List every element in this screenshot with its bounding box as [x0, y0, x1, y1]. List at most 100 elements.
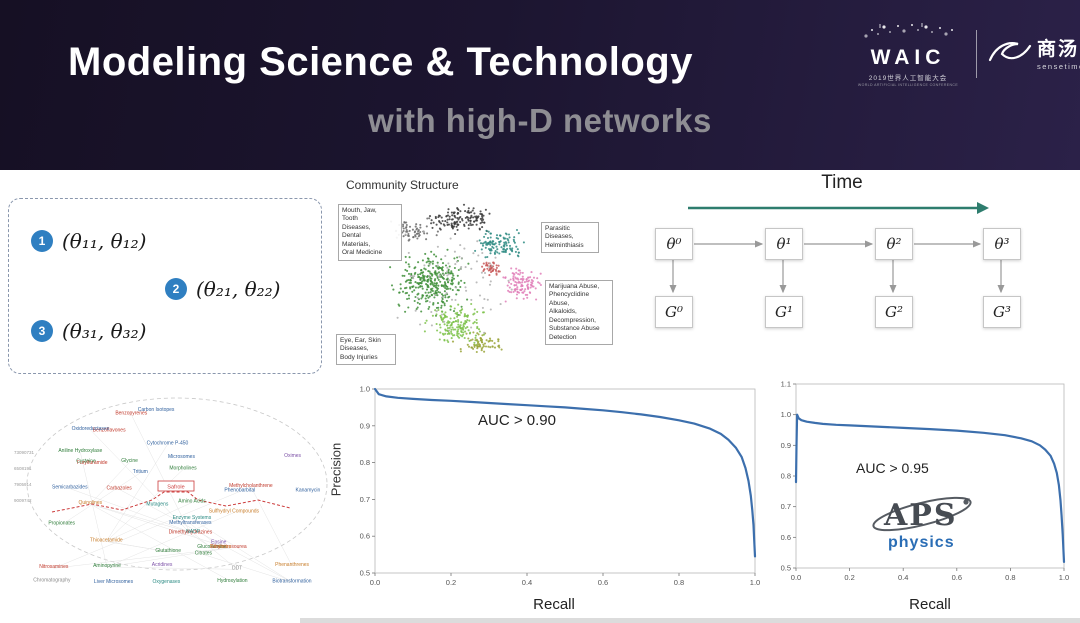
svg-text:Quinolines: Quinolines	[78, 500, 102, 506]
svg-text:Pentanes: Pentanes	[210, 544, 232, 550]
sensetime-logo: 商汤 sensetime	[988, 34, 1080, 71]
svg-text:0.6: 0.6	[598, 578, 608, 587]
svg-text:1.0: 1.0	[360, 385, 370, 394]
svg-text:Ethylnitrosourea: Ethylnitrosourea	[211, 544, 247, 550]
theta-state-box-1: θ¹	[765, 228, 803, 260]
svg-text:Glycine: Glycine	[121, 458, 138, 464]
svg-text:Liver Microsomes: Liver Microsomes	[94, 579, 134, 585]
theta-item-1: 1 (θ₁₁, θ₁₂)	[31, 229, 146, 253]
svg-text:Benzopyrenes: Benzopyrenes	[115, 411, 147, 417]
svg-text:Furylfuramide: Furylfuramide	[77, 460, 108, 466]
svg-text:Citrates: Citrates	[195, 551, 213, 557]
svg-text:Carbon Isotopes: Carbon Isotopes	[138, 407, 175, 413]
chart1-xlabel: Recall	[533, 596, 575, 613]
svg-text:1.1: 1.1	[781, 380, 791, 389]
bottom-edge-strip	[300, 618, 1080, 623]
community-label-mouth: Mouth, Jaw, Tooth Diseases, Dental Mater…	[338, 204, 402, 261]
community-scatter-plot	[389, 203, 542, 354]
theta-item-3: 3 (θ₃₁, θ₃₂)	[31, 319, 146, 343]
aps-orbit-icon	[872, 496, 972, 532]
svg-text:0.8: 0.8	[360, 458, 370, 467]
svg-text:Oxygenases: Oxygenases	[153, 579, 181, 585]
svg-text:0.9: 0.9	[360, 421, 370, 430]
aps-trademark: ™	[964, 498, 970, 504]
svg-text:Glutathione: Glutathione	[155, 548, 181, 554]
svg-text:0.6: 0.6	[781, 533, 791, 542]
waic-tagline-en: WORLD ARTIFICIAL INTELLIGENCE CONFERENCE	[857, 83, 959, 87]
graph-state-box-0: G⁰	[655, 296, 693, 328]
chart1-auc-annotation: AUC > 0.90	[478, 412, 556, 429]
svg-text:0.4: 0.4	[522, 578, 532, 587]
sensetime-text: 商汤 sensetime	[1037, 34, 1080, 71]
svg-text:Biotransformation: Biotransformation	[272, 578, 311, 584]
svg-text:0.8: 0.8	[1005, 573, 1015, 582]
svg-text:0.6: 0.6	[360, 532, 370, 541]
svg-text:Microsomes: Microsomes	[168, 454, 195, 460]
waic-tagline: 2019世界人工智能大会	[868, 75, 948, 82]
svg-text:0.9: 0.9	[781, 441, 791, 450]
svg-text:Methylcholanthrene: Methylcholanthrene	[229, 483, 273, 489]
svg-text:0.7: 0.7	[360, 495, 370, 504]
svg-text:Propionates: Propionates	[48, 521, 75, 527]
svg-text:Phenanthrenes: Phenanthrenes	[275, 562, 309, 568]
theta-parameter-panel: 1 (θ₁₁, θ₁₂) 2 (θ₂₁, θ₂₂) 3 (θ₃₁, θ₃₂)	[8, 198, 322, 374]
pr-curve-chart-1: 0.0 0.2 0.4 0.6 0.8 1.0 0.5 0.6 0.7 0.8 0.9 1.0	[360, 385, 761, 588]
svg-text:Morpholines: Morpholines	[169, 466, 197, 472]
svg-text:Eosine: Eosine	[211, 539, 227, 545]
svg-text:1.0: 1.0	[781, 410, 791, 419]
svg-text:0.6: 0.6	[952, 573, 962, 582]
logo-divider	[976, 30, 977, 78]
svg-text:0.0: 0.0	[370, 578, 380, 587]
svg-text:7905914: 7905914	[14, 482, 32, 487]
svg-text:Sulfhydryl Compounds: Sulfhydryl Compounds	[209, 509, 260, 515]
svg-text:9009742: 9009742	[14, 498, 32, 503]
community-label-parasitic: Parasitic Diseases, Helminthiasis	[541, 222, 599, 254]
svg-text:1.0: 1.0	[1059, 573, 1069, 582]
svg-text:0.5: 0.5	[781, 564, 791, 573]
aps-physics-text: physics	[888, 534, 955, 551]
community-label-eye: Eye, Ear, Skin Diseases, Body Injuries	[336, 334, 396, 366]
waic-logo: WAIC 2019世界人工智能大会 WORLD ARTIFICIAL INTEL…	[852, 22, 964, 87]
svg-text:Glucosamine: Glucosamine	[197, 544, 226, 550]
chart2-auc-annotation: AUC > 0.95	[856, 460, 929, 476]
theta-item-2: 2 (θ₂₁, θ₂₂)	[165, 277, 280, 301]
svg-text:Methyltransferases: Methyltransferases	[169, 520, 212, 526]
page-subtitle: with high-D networks	[368, 102, 712, 139]
svg-text:Hydroxylation: Hydroxylation	[217, 578, 248, 584]
svg-text:Nitrosamines: Nitrosamines	[39, 564, 69, 570]
sensetime-swoosh-icon	[988, 41, 1032, 61]
svg-text:0.2: 0.2	[446, 578, 456, 587]
svg-text:0.5: 0.5	[360, 569, 370, 578]
svg-text:Mutagens: Mutagens	[146, 502, 168, 508]
svg-text:Enzyme Systems: Enzyme Systems	[173, 515, 212, 521]
svg-text:NADP: NADP	[186, 529, 201, 535]
svg-text:Oximes: Oximes	[284, 453, 301, 459]
svg-text:Aniline Hydroxylase: Aniline Hydroxylase	[58, 448, 102, 454]
chart1-ylabel: Precision	[328, 442, 344, 497]
svg-text:Semicarbazides: Semicarbazides	[52, 485, 88, 491]
graph-state-box-1: G¹	[765, 296, 803, 328]
step-2-badge: 2	[165, 278, 187, 300]
svg-text:0.2: 0.2	[844, 573, 854, 582]
theta-pair-3: (θ₃₁, θ₃₂)	[62, 319, 147, 343]
graph-state-box-3: G³	[983, 296, 1021, 328]
graph-state-box-2: G²	[875, 296, 913, 328]
svg-text:Carbazoles: Carbazoles	[106, 485, 132, 491]
svg-text:Amino Acids: Amino Acids	[178, 499, 206, 505]
sensetime-sub: sensetime	[1037, 62, 1080, 71]
svg-text:Chromatography: Chromatography	[33, 577, 71, 583]
theta-pair-2: (θ₂₁, θ₂₂)	[196, 277, 281, 301]
svg-text:Thioacetamide: Thioacetamide	[90, 537, 123, 543]
waic-constellation-icon	[864, 23, 953, 38]
svg-text:Phenobarbital: Phenobarbital	[224, 488, 255, 494]
theta-state-box-2: θ²	[875, 228, 913, 260]
svg-text:0.4: 0.4	[898, 573, 908, 582]
svg-text:Aminopyrine: Aminopyrine	[93, 563, 121, 569]
page-title: Modeling Science & Technology	[68, 40, 693, 84]
theta-state-box-0: θ⁰	[655, 228, 693, 260]
step-1-badge: 1	[31, 230, 53, 252]
svg-text:Dimethylhydrazines: Dimethylhydrazines	[169, 530, 213, 536]
svg-text:Cysteine: Cysteine	[76, 458, 96, 464]
pr-curve-chart-2: 0.0 0.2 0.4 0.6 0.8 1.0 0.5 0.6 0.7 0.8 0.9 1.0 1.1	[781, 380, 1070, 583]
